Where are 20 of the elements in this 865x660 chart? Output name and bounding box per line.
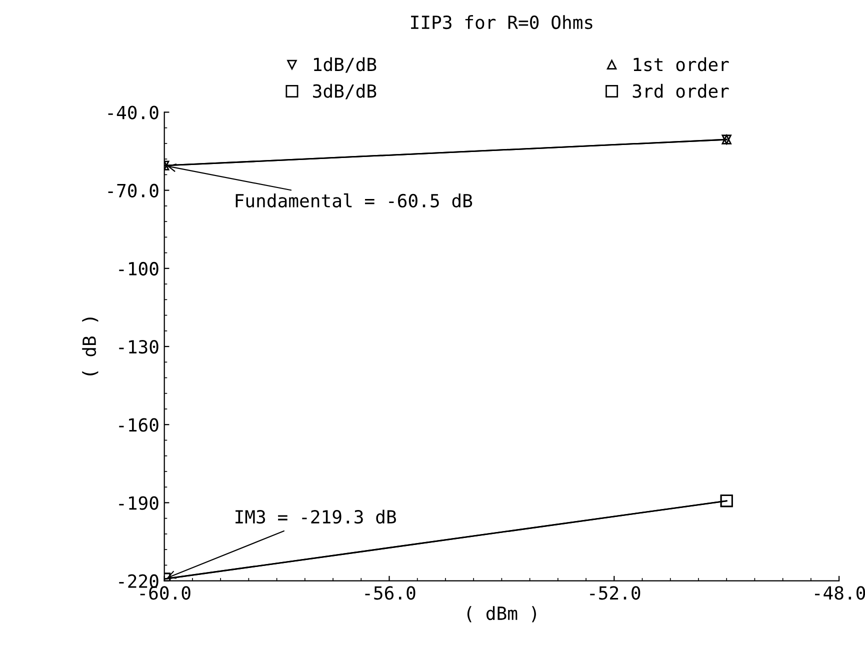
y-tick-label: -70.0	[108, 184, 158, 198]
x-tick-label: -48.0	[815, 586, 865, 600]
y-tick-label: -190	[119, 496, 158, 510]
y-tick-label: -100	[119, 262, 158, 276]
y-tick-label: -220	[119, 574, 158, 588]
x-tick-label: -60.0	[140, 586, 190, 600]
y-axis-title: ( dB )	[82, 318, 98, 376]
x-tick-label: -52.0	[590, 586, 640, 600]
legend-label: 1st order	[634, 57, 729, 72]
legend-label: 1dB/dB	[314, 57, 376, 73]
chart-title: IIP3 for R=0 Ohms	[411, 15, 592, 30]
x-axis-title: ( dBm )	[467, 606, 536, 622]
annotation: Fundamental = -60.5 dB	[236, 193, 472, 208]
y-tick-label: -130	[119, 340, 158, 354]
legend-label: 3dB/dB	[313, 84, 376, 100]
y-tick-label: -160	[119, 418, 158, 432]
y-tick-label: -40.0	[108, 106, 158, 120]
annotation: IM3 = -219.3 dB	[236, 510, 396, 524]
x-tick-label: -56.0	[365, 586, 416, 600]
legend-label: 3rd order	[632, 84, 729, 98]
